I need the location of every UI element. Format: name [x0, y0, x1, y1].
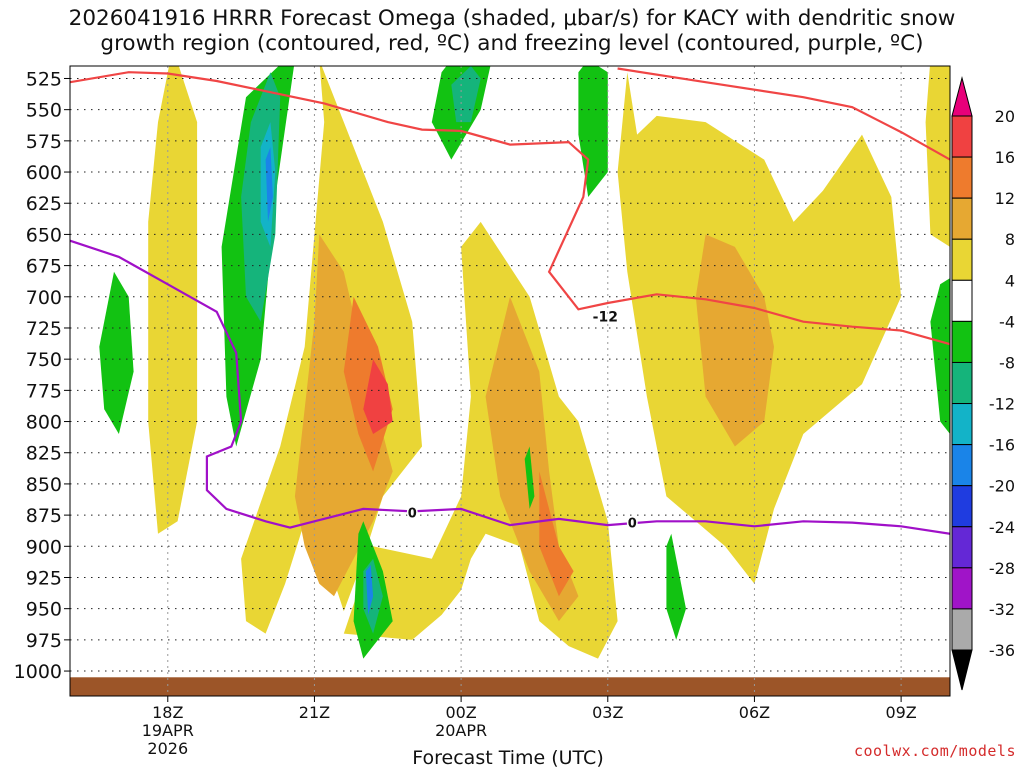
x-tick-label-18Z: 18Z — [152, 703, 183, 722]
omega-shading-layer — [99, 66, 950, 659]
colorbar-swatch-7 — [951, 403, 973, 446]
colorbar-swatch-0 — [951, 115, 973, 158]
colorbar-swatch-1 — [951, 156, 973, 199]
colorbar-swatch-11 — [951, 567, 973, 610]
y-tick-label-900: 900 — [26, 536, 62, 558]
colorbar-label-9: -20 — [989, 477, 1015, 496]
omega-region-neg4-17 — [524, 446, 535, 509]
contour-layer: -12 0 0 — [70, 67, 950, 535]
dendritic-contour-upper — [617, 67, 950, 161]
colorbar-swatch-10 — [951, 526, 973, 569]
omega-region-12-9 — [539, 471, 574, 597]
x-tick-label-00Z: 00Z — [445, 703, 476, 722]
omega-region-8-7 — [695, 234, 774, 447]
colorbar-label-12: -32 — [989, 600, 1015, 619]
y-tick-label-775: 775 — [26, 380, 62, 402]
freezing-contour-label-1: 0 — [628, 517, 637, 532]
pressure-axis: 525 550 575 600 625 650 675 700 725 750 775 800 825 8… — [14, 68, 70, 683]
y-tick-label-950: 950 — [26, 599, 62, 621]
omega-region-8-5 — [294, 234, 393, 597]
colorbar-label-8: -16 — [989, 436, 1015, 455]
colorbar-label-7: -12 — [989, 395, 1015, 414]
terrain-fill — [70, 677, 950, 696]
omega-region-4-4 — [925, 66, 950, 247]
y-tick-label-825: 825 — [26, 443, 62, 465]
omega-region-neg4-12 — [99, 271, 134, 434]
y-tick-label-800: 800 — [26, 412, 62, 434]
colorbar-label-4: 4 — [1005, 271, 1015, 290]
omega-region-neg8-20 — [451, 66, 481, 123]
omega-region-16-10 — [363, 359, 393, 434]
y-tick-label-725: 725 — [26, 318, 62, 340]
x-tick-label-21Z: 21Z — [299, 703, 330, 722]
y-tick-label-550: 550 — [26, 100, 62, 122]
title-line-1: 2026041916 HRRR Forecast Omega (shaded, … — [68, 6, 956, 31]
colorbar-swatch-8 — [951, 444, 973, 487]
title-line-2: growth region (contoured, red, ºC) and f… — [100, 31, 924, 56]
x-axis-title: Forecast Time (UTC) — [412, 747, 603, 768]
colorbar-label-11: -28 — [989, 559, 1015, 578]
colorbar-swatch-12 — [951, 608, 973, 651]
dendritic-contour-main — [70, 71, 950, 346]
x-year-label-18Z: 2026 — [147, 739, 188, 758]
colorbar-swatch-3 — [951, 238, 973, 281]
omega-region-neg4-16 — [930, 278, 950, 434]
colorbar-bottom-arrow — [951, 649, 973, 691]
colorbar-label-13: -36 — [989, 641, 1015, 660]
dendritic-contour-label: -12 — [593, 310, 618, 326]
y-tick-label-1000: 1000 — [14, 661, 62, 683]
chart-title: 2026041916 HRRR Forecast Omega (shaded, … — [0, 6, 1024, 56]
y-tick-label-675: 675 — [26, 256, 62, 278]
x-tick-label-06Z: 06Z — [739, 703, 770, 722]
colorbar-top-arrow — [951, 76, 973, 117]
source-credit: coolwx.com/models — [853, 742, 1016, 760]
colorbar-swatch-6 — [951, 361, 973, 405]
omega-region-neg4-15 — [578, 66, 608, 197]
colorbar-label-2: 12 — [995, 189, 1015, 208]
y-tick-label-625: 625 — [26, 193, 62, 215]
y-tick-label-975: 975 — [26, 630, 62, 652]
colorbar-label-0: 20 — [995, 107, 1015, 126]
colorbar-swatch-9 — [951, 485, 973, 528]
colorbar-label-1: 16 — [995, 148, 1015, 167]
colorbar-swatch-4 — [951, 279, 973, 322]
colorbar-label-6: -8 — [999, 353, 1015, 372]
plot-frame — [69, 65, 951, 697]
y-tick-label-575: 575 — [26, 131, 62, 153]
y-tick-label-525: 525 — [26, 68, 62, 90]
x-date-label-18Z: 19APR — [142, 721, 194, 740]
colorbar-label-5: -4 — [999, 312, 1015, 331]
y-tick-label-875: 875 — [26, 505, 62, 527]
x-tick-label-03Z: 03Z — [592, 703, 623, 722]
x-tick-label-09Z: 09Z — [885, 703, 916, 722]
colorbar-swatch-5 — [951, 320, 973, 363]
freezing-level-contour — [70, 239, 950, 535]
y-tick-label-925: 925 — [26, 567, 62, 589]
y-tick-label-700: 700 — [26, 287, 62, 309]
omega-region-neg4-18 — [666, 533, 686, 640]
omega-region-4-0 — [148, 66, 198, 534]
terrain-layer — [70, 677, 950, 696]
y-tick-label-650: 650 — [26, 224, 62, 246]
x-date-label-00Z: 20APR — [435, 721, 487, 740]
y-tick-label-850: 850 — [26, 474, 62, 496]
y-tick-label-600: 600 — [26, 162, 62, 184]
colorbar-swatch-2 — [951, 197, 973, 240]
colorbar: 20 16 12 8 4 -4 -8 -12 -16 -20 -24 -28 -32 -36 — [951, 76, 1015, 691]
y-tick-label-750: 750 — [26, 349, 62, 371]
colorbar-label-10: -24 — [989, 518, 1015, 537]
freezing-contour-label-0: 0 — [408, 507, 417, 522]
colorbar-label-3: 8 — [1005, 230, 1015, 249]
